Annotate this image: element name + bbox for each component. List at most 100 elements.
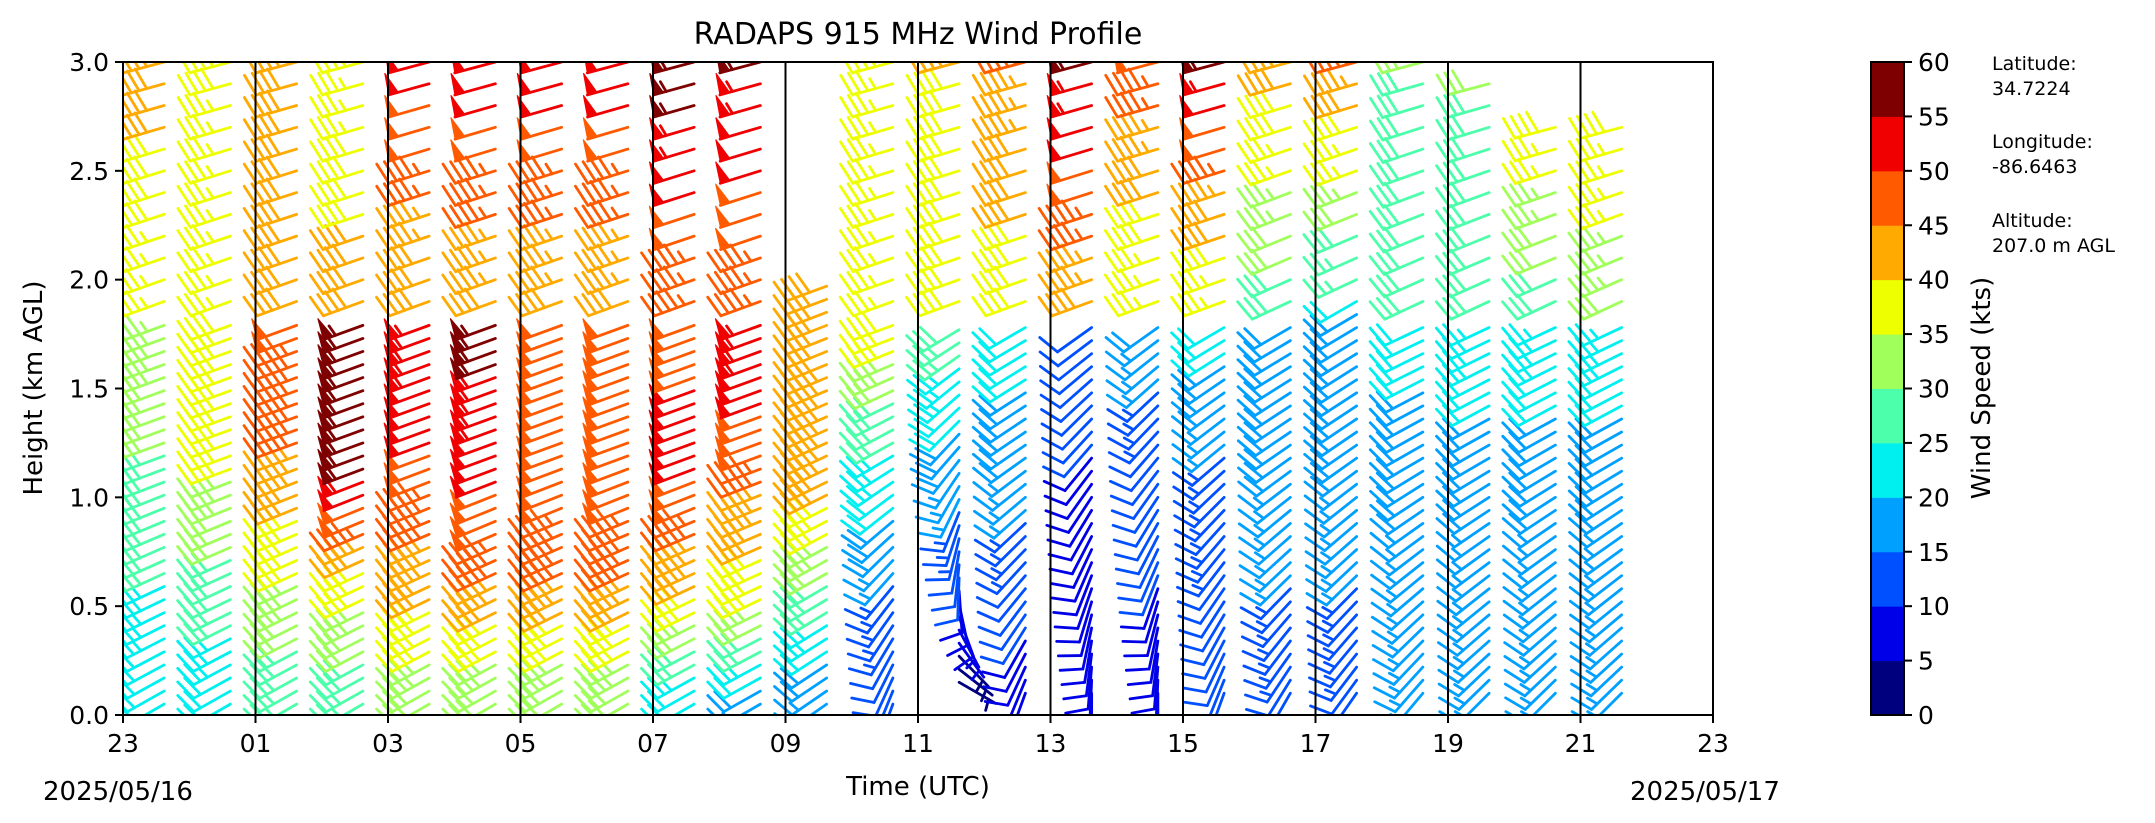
wind-barb [242, 243, 299, 274]
wind-barb [772, 650, 829, 677]
wind-barb [1437, 639, 1491, 671]
wind-barb [1015, 691, 1027, 715]
wind-barb [123, 133, 166, 163]
wind-barb [582, 318, 630, 342]
wind-barb [123, 246, 166, 274]
wind-barb [919, 511, 961, 553]
wind-barb [1173, 508, 1226, 543]
wind-barb [1369, 114, 1425, 142]
wind-barb [582, 462, 630, 486]
wind-barb [649, 117, 696, 141]
wind-barb [1435, 443, 1491, 468]
wind-barb [977, 600, 1027, 637]
wind-barb [242, 287, 299, 318]
wind-barb [1130, 665, 1160, 715]
wind-barb [773, 676, 829, 703]
wind-barb [839, 135, 895, 163]
wind-barb [1302, 391, 1359, 418]
wind-barb [1058, 626, 1094, 672]
wind-barb [1046, 508, 1094, 548]
wind-barb [176, 689, 232, 714]
wind-barb [1368, 159, 1425, 187]
wind-barb [507, 265, 564, 296]
wind-barb [1369, 69, 1425, 97]
wind-barb [972, 469, 1027, 498]
colorbar: 0 5 10 15 20 25 30 35 40 45 50 55 60 [1870, 48, 1950, 730]
wind-barb [309, 113, 365, 141]
wind-barb [1567, 430, 1624, 454]
wind-barb [1104, 339, 1160, 368]
wind-barb [449, 331, 497, 355]
wind-barb [375, 686, 431, 714]
wind-barb [582, 502, 630, 526]
wind-barb [706, 676, 762, 700]
wind-barb [1434, 293, 1491, 321]
wind-barb [582, 72, 630, 97]
wind-barb [1501, 482, 1557, 508]
wind-barb [1370, 600, 1425, 632]
wind-barb [1170, 391, 1226, 419]
wind-barb [123, 224, 166, 251]
wind-barb [450, 117, 497, 141]
wind-barb [906, 367, 961, 396]
wind-barb [1570, 678, 1624, 711]
wind-barb [930, 563, 961, 612]
wind-barb [957, 628, 981, 670]
wind-barb [1040, 404, 1094, 437]
wind-barb [1174, 522, 1226, 557]
wind-barb [715, 117, 762, 141]
wind-barb [123, 268, 166, 296]
wind-barb [978, 613, 1027, 651]
wind-barb [1503, 626, 1557, 657]
wind-barb [839, 467, 895, 493]
wind-barb [1056, 613, 1094, 658]
wind-barb [905, 155, 961, 185]
wind-barb [450, 72, 497, 97]
wind-barb [1368, 248, 1425, 276]
wind-barb [839, 69, 895, 97]
wind-barb [1437, 652, 1491, 684]
wind-barb [971, 404, 1027, 431]
wind-barb [242, 676, 299, 700]
wind-barbs [123, 62, 1624, 715]
wind-barb [975, 574, 1027, 609]
wind-barb [1368, 430, 1425, 454]
wind-barb [983, 665, 1027, 707]
colorbar-tick-label: 60 [1918, 48, 1950, 77]
wind-barb [714, 318, 762, 342]
wind-barb [242, 199, 299, 229]
wind-barb [772, 611, 829, 636]
wind-barb [1104, 199, 1160, 229]
wind-barb [176, 157, 232, 185]
wind-barb [1170, 177, 1226, 207]
wind-barb [449, 475, 497, 499]
wind-barb [308, 221, 365, 251]
wind-barb [715, 161, 762, 185]
wind-barb [449, 502, 497, 526]
wind-barb [715, 205, 762, 229]
wind-barb [176, 179, 232, 207]
wind-barb [1103, 290, 1160, 318]
wind-barb [1240, 613, 1292, 649]
wind-barb [1567, 135, 1624, 163]
wind-barb [1302, 252, 1359, 277]
wind-barb [248, 62, 299, 75]
wind-barb [1179, 117, 1226, 141]
wind-barb [1437, 665, 1491, 698]
wind-barb [1436, 574, 1491, 603]
wind-barb [375, 177, 431, 207]
wind-barb [971, 339, 1027, 364]
wind-barb [847, 637, 895, 677]
wind-barb [909, 445, 961, 481]
wind-barb [1302, 326, 1359, 351]
wind-barb [1501, 323, 1557, 347]
wind-barb [449, 515, 497, 539]
wind-barb [1368, 417, 1425, 441]
wind-barb [1502, 574, 1557, 603]
wind-barb [1105, 365, 1160, 396]
wind-barb [971, 352, 1027, 377]
wind-barb [1370, 587, 1425, 618]
wind-barb [1434, 323, 1491, 347]
wind-barb [1042, 456, 1094, 493]
wind-barb [1369, 469, 1425, 495]
